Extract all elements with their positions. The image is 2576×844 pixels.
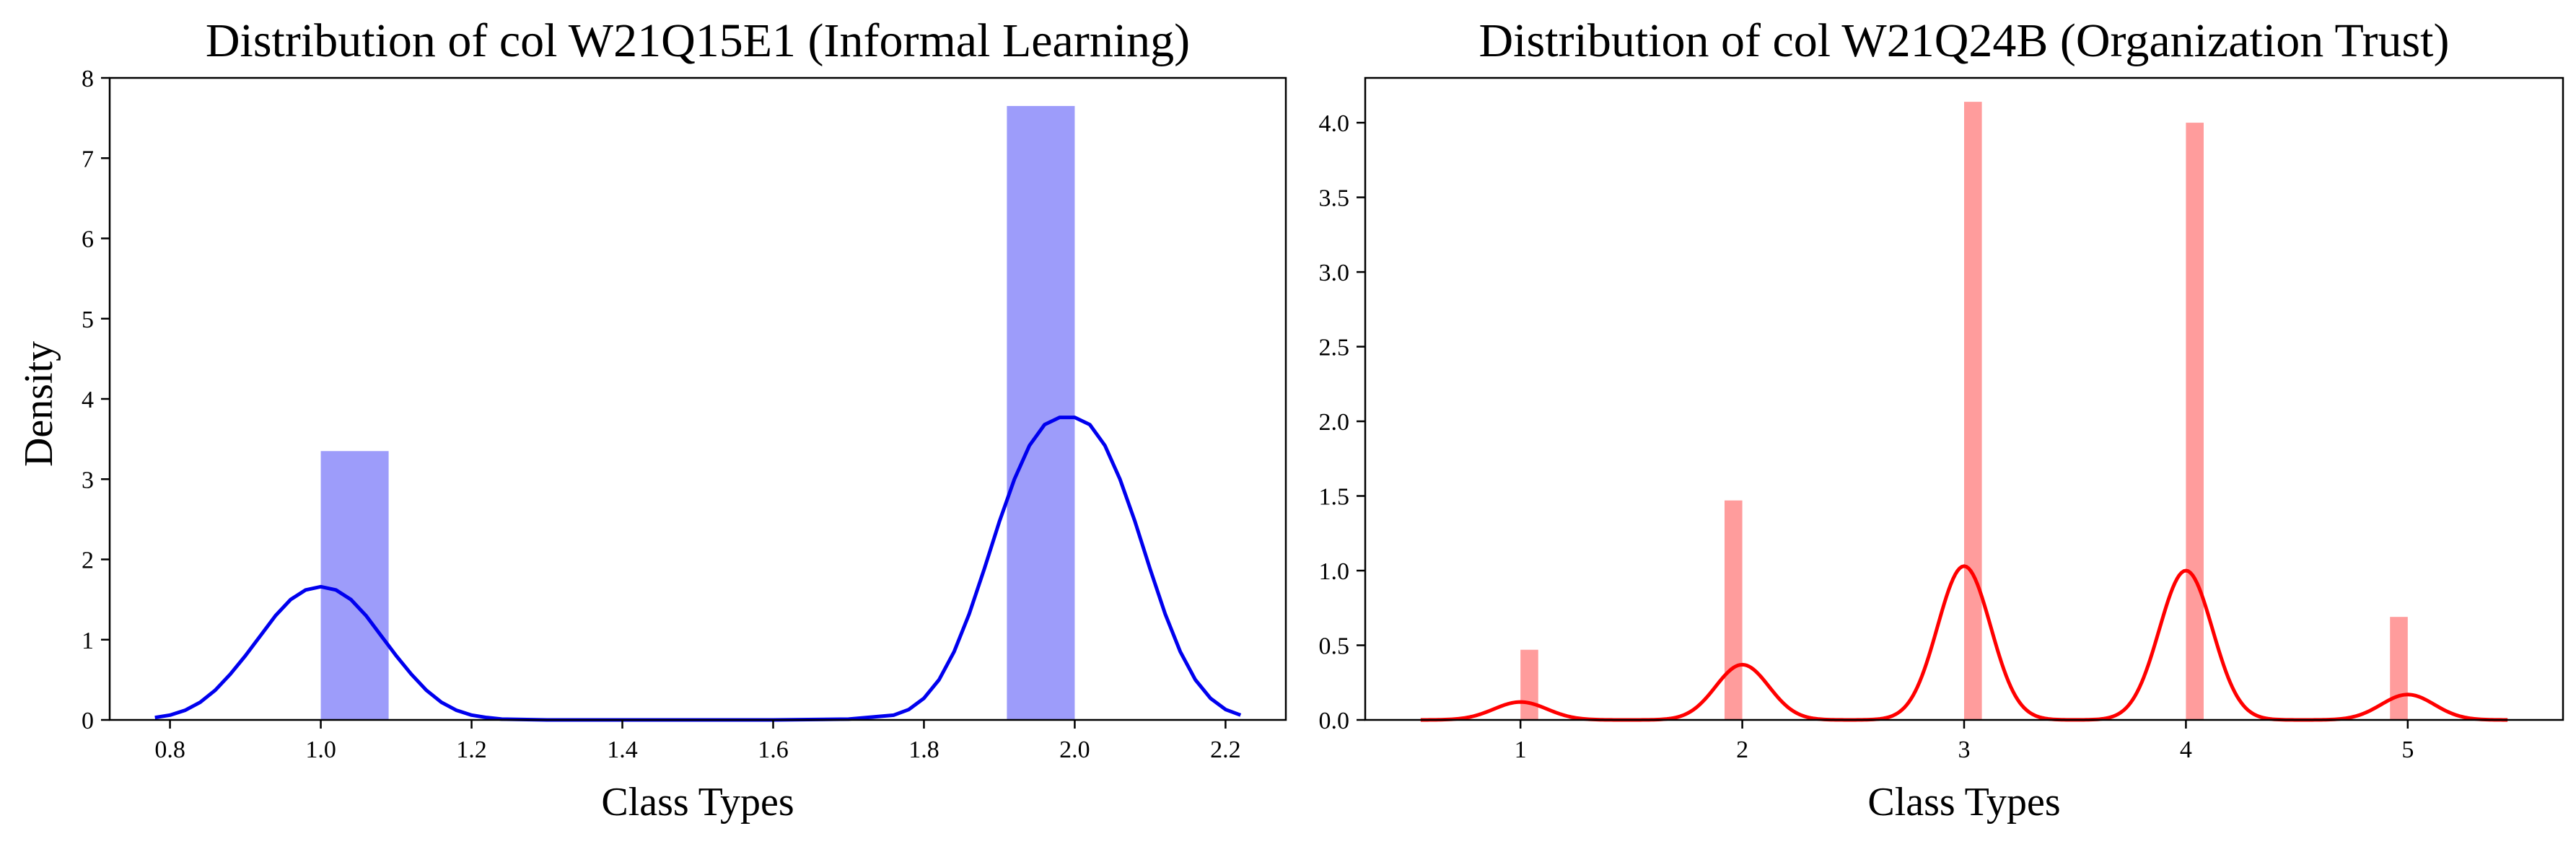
x-tick-label: 4: [2180, 737, 2192, 763]
histogram-bar: [1725, 500, 1743, 720]
y-tick-label: 3.0: [1319, 260, 1350, 286]
x-tick-label: 2.0: [1059, 737, 1090, 763]
x-tick-label: 2: [1736, 737, 1748, 763]
y-tick-label: 6: [82, 227, 94, 253]
chart-title: Distribution of col W21Q24B (Organizatio…: [1478, 14, 2449, 67]
chart-title: Distribution of col W21Q15E1 (Informal L…: [206, 14, 1190, 67]
y-tick-label: 3.5: [1319, 185, 1350, 212]
y-tick-label: 7: [82, 146, 94, 172]
y-tick-label: 4.0: [1319, 110, 1350, 137]
histogram-bar: [2186, 123, 2204, 720]
y-axis-label: Density: [17, 341, 61, 467]
histogram-bar: [1964, 102, 1982, 720]
y-tick-label: 0: [82, 708, 94, 734]
x-tick-label: 1.6: [758, 737, 789, 763]
x-tick-label: 3: [1958, 737, 1971, 763]
x-tick-label: 1.2: [456, 737, 487, 763]
plot-frame: [1364, 76, 2564, 721]
chart-panel-organization-trust: Distribution of col W21Q24B (Organizatio…: [1319, 14, 2564, 825]
x-tick-label: 0.8: [154, 737, 185, 763]
y-tick-label: 1: [82, 628, 94, 654]
histogram-bar: [320, 451, 389, 720]
plot-frame: [108, 76, 1287, 721]
histogram-bar: [1007, 105, 1075, 720]
y-tick-label: 2.0: [1319, 409, 1350, 436]
y-tick-label: 1.0: [1319, 558, 1350, 585]
y-tick-label: 0.5: [1319, 633, 1350, 660]
y-tick-label: 4: [82, 387, 94, 413]
kde-curve: [154, 416, 1242, 722]
x-axis-label: Class Types: [601, 780, 794, 825]
y-tick-label: 1.5: [1319, 484, 1350, 511]
x-axis-label: Class Types: [1867, 780, 2060, 825]
x-tick-label: 5: [2401, 737, 2414, 763]
x-tick-label: 2.2: [1210, 737, 1241, 763]
histogram-bar: [2390, 617, 2408, 720]
y-tick-label: 0.0: [1319, 708, 1350, 734]
x-tick-label: 1.4: [607, 737, 638, 763]
chart-panel-informal-learning: Distribution of col W21Q15E1 (Informal L…: [17, 14, 1287, 825]
x-tick-label: 1.0: [305, 737, 336, 763]
y-tick-label: 2: [82, 548, 94, 574]
y-tick-label: 3: [82, 467, 94, 493]
x-tick-label: 1.8: [908, 737, 939, 763]
histogram-bar: [1520, 649, 1538, 720]
y-tick-label: 2.5: [1319, 335, 1350, 361]
y-tick-label: 8: [82, 66, 94, 92]
y-tick-label: 5: [82, 307, 94, 333]
x-tick-label: 1: [1515, 737, 1527, 763]
